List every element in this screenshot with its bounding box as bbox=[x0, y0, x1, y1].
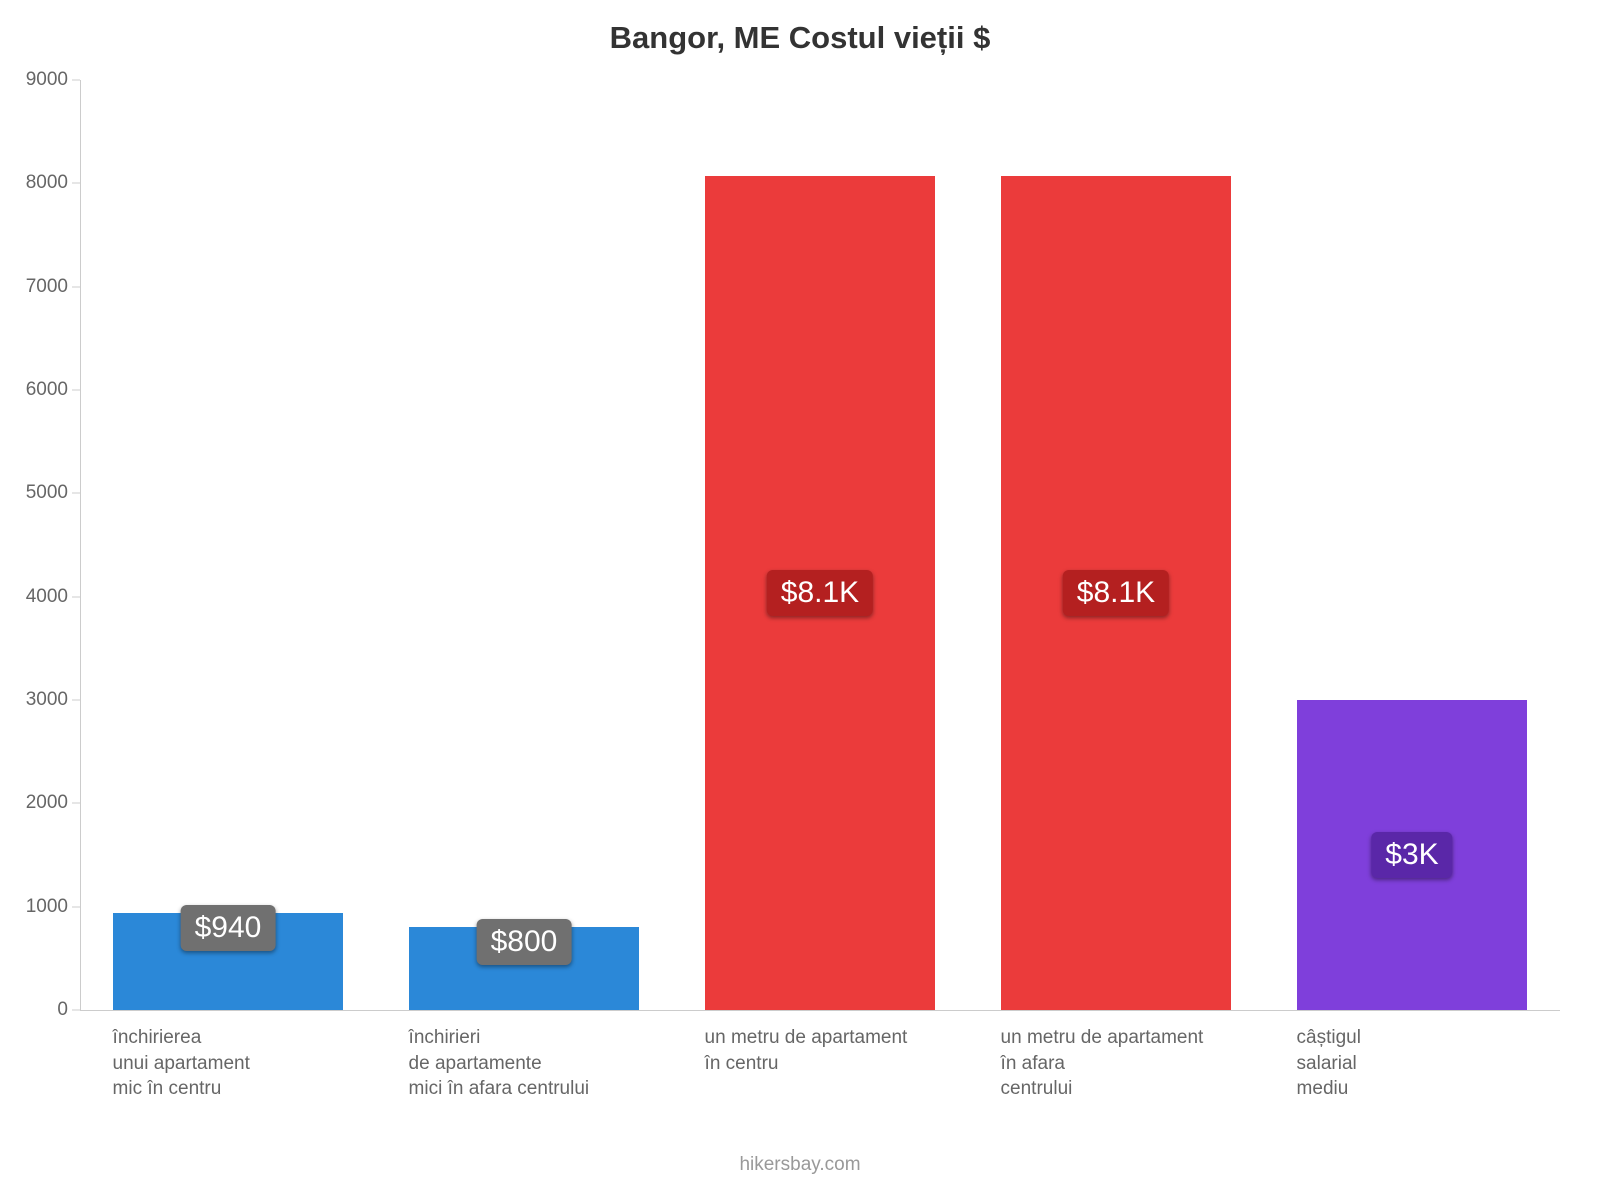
y-tick-mark bbox=[72, 183, 80, 184]
y-tick-mark bbox=[72, 1010, 80, 1011]
y-tick-label: 4000 bbox=[0, 586, 68, 608]
y-tick-mark bbox=[72, 596, 80, 597]
x-tick-label: închirieri de apartamente mici în afara … bbox=[409, 1025, 680, 1102]
bar-value-label: $940 bbox=[181, 905, 276, 951]
y-tick-label: 9000 bbox=[0, 69, 68, 91]
x-axis-line bbox=[80, 1010, 1560, 1011]
bar-value-label: $3K bbox=[1371, 832, 1452, 878]
x-tick-label: un metru de apartament în centru bbox=[705, 1025, 976, 1076]
y-tick-label: 0 bbox=[0, 999, 68, 1021]
y-tick-mark bbox=[72, 803, 80, 804]
y-tick-mark bbox=[72, 286, 80, 287]
y-tick-label: 8000 bbox=[0, 172, 68, 194]
y-tick-mark bbox=[72, 700, 80, 701]
y-axis: 0100020003000400050006000700080009000 bbox=[0, 80, 80, 1010]
x-tick-label: un metru de apartament în afara centrulu… bbox=[1001, 1025, 1272, 1102]
chart-title: Bangor, ME Costul vieții $ bbox=[0, 0, 1600, 56]
y-tick-mark bbox=[72, 80, 80, 81]
bar-value-label: $800 bbox=[477, 919, 572, 965]
y-tick-mark bbox=[72, 390, 80, 391]
y-tick-label: 5000 bbox=[0, 482, 68, 504]
chart-bars: $940 $800 $8.1K $8.1K $3K bbox=[80, 80, 1560, 1010]
x-tick-label: închirierea unui apartament mic în centr… bbox=[113, 1025, 384, 1102]
y-tick-mark bbox=[72, 906, 80, 907]
y-tick-label: 1000 bbox=[0, 896, 68, 918]
y-tick-mark bbox=[72, 493, 80, 494]
y-tick-label: 3000 bbox=[0, 689, 68, 711]
x-tick-label: câștigul salarial mediu bbox=[1297, 1025, 1568, 1102]
y-tick-label: 2000 bbox=[0, 792, 68, 814]
cost-of-living-chart: Bangor, ME Costul vieții $ 0 1000 2000 3000… bbox=[0, 0, 1600, 1200]
y-tick-label: 7000 bbox=[0, 276, 68, 298]
y-tick-label: 6000 bbox=[0, 379, 68, 401]
attribution-text: hikersbay.com bbox=[0, 1154, 1600, 1176]
bar-value-label: $8.1K bbox=[767, 570, 873, 616]
bar-value-label: $8.1K bbox=[1063, 570, 1169, 616]
